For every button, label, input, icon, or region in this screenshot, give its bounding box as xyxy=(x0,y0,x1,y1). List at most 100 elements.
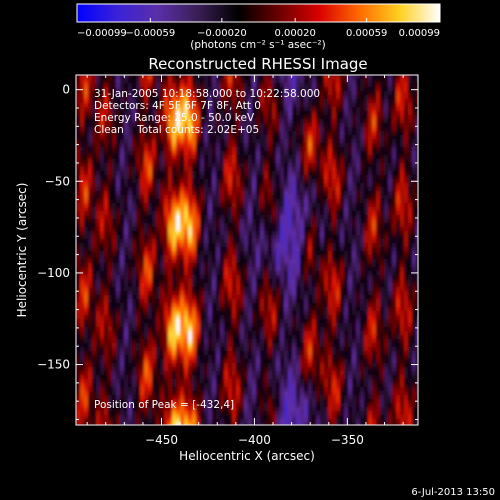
heatmap-cell xyxy=(160,127,165,132)
heatmap-cell xyxy=(116,131,121,136)
heatmap-cell xyxy=(292,399,297,404)
heatmap-cell xyxy=(84,411,89,416)
heatmap-cell xyxy=(216,375,221,380)
heatmap-cell xyxy=(116,371,121,376)
heatmap-cell xyxy=(224,335,229,340)
heatmap-cell xyxy=(112,147,117,152)
heatmap-cell xyxy=(92,255,97,260)
heatmap-cell xyxy=(268,391,273,396)
heatmap-cell xyxy=(296,275,301,280)
heatmap-cell xyxy=(272,331,277,336)
heatmap-cell xyxy=(212,103,217,108)
heatmap-cell xyxy=(248,379,253,384)
heatmap-cell xyxy=(236,91,241,96)
heatmap-cell xyxy=(92,155,97,160)
heatmap-cell xyxy=(132,359,137,364)
heatmap-cell xyxy=(104,383,109,388)
heatmap-cell xyxy=(152,423,157,425)
heatmap-cell xyxy=(232,331,237,336)
heatmap-cell xyxy=(80,391,85,396)
heatmap-cell xyxy=(256,375,261,380)
heatmap-cell xyxy=(252,403,257,408)
heatmap-cell xyxy=(176,127,181,132)
heatmap-cell xyxy=(244,335,249,340)
heatmap-cell xyxy=(192,271,197,276)
heatmap-cell xyxy=(84,155,89,160)
heatmap-cell xyxy=(260,419,265,424)
heatmap-cell xyxy=(184,163,189,168)
heatmap-cell xyxy=(252,211,257,216)
heatmap-cell xyxy=(92,159,97,164)
heatmap-cell xyxy=(212,291,217,296)
heatmap-cell xyxy=(276,215,281,220)
heatmap-cell xyxy=(240,291,245,296)
heatmap-cell xyxy=(284,171,289,176)
heatmap-cell xyxy=(220,91,225,96)
heatmap-cell xyxy=(256,99,261,104)
heatmap-cell xyxy=(120,183,125,188)
heatmap-cell xyxy=(260,159,265,164)
heatmap-cell xyxy=(144,339,149,344)
heatmap-cell xyxy=(296,323,301,328)
heatmap-cell xyxy=(240,251,245,256)
heatmap-cell xyxy=(144,419,149,424)
heatmap-cell xyxy=(192,131,197,136)
heatmap-cell xyxy=(140,247,145,252)
heatmap-cell xyxy=(268,331,273,336)
heatmap-cell xyxy=(208,259,213,264)
heatmap-cell xyxy=(280,91,285,96)
heatmap-cell xyxy=(284,79,289,84)
heatmap-cell xyxy=(212,227,217,232)
heatmap-cell xyxy=(152,75,157,80)
heatmap-cell xyxy=(212,343,217,348)
heatmap-cell xyxy=(104,219,109,224)
heatmap-cell xyxy=(176,119,181,124)
heatmap-cell xyxy=(80,83,85,88)
heatmap-cell xyxy=(84,251,89,256)
heatmap-cell xyxy=(180,227,185,232)
heatmap-cell xyxy=(152,303,157,308)
heatmap-cell xyxy=(188,303,193,308)
heatmap-cell xyxy=(188,327,193,332)
heatmap-cell xyxy=(208,287,213,292)
heatmap-cell xyxy=(88,211,93,216)
heatmap-cell xyxy=(112,275,117,280)
heatmap-cell xyxy=(244,343,249,348)
heatmap-cell xyxy=(296,227,301,232)
heatmap-cell xyxy=(272,275,277,280)
heatmap-cell xyxy=(116,359,121,364)
heatmap-cell xyxy=(76,259,81,264)
heatmap-cell xyxy=(216,163,221,168)
heatmap-cell xyxy=(208,111,213,116)
heatmap-cell xyxy=(192,363,197,368)
heatmap-cell xyxy=(96,267,101,272)
heatmap-cell xyxy=(84,95,89,100)
heatmap-cell xyxy=(272,143,277,148)
heatmap-cell xyxy=(124,335,129,340)
heatmap-cell xyxy=(168,231,173,236)
heatmap-cell xyxy=(256,423,261,425)
heatmap-cell xyxy=(256,371,261,376)
heatmap-cell xyxy=(260,179,265,184)
heatmap-cell xyxy=(112,163,117,168)
heatmap-cell xyxy=(272,239,277,244)
heatmap-cell xyxy=(252,311,257,316)
heatmap-cell xyxy=(124,131,129,136)
heatmap-cell xyxy=(104,319,109,324)
heatmap-cell xyxy=(180,255,185,260)
heatmap-cell xyxy=(296,395,301,400)
heatmap-cell xyxy=(92,127,97,132)
heatmap-cell xyxy=(224,351,229,356)
heatmap-cell xyxy=(140,355,145,360)
heatmap-cell xyxy=(84,371,89,376)
heatmap-cell xyxy=(176,115,181,120)
heatmap-cell xyxy=(148,99,153,104)
heatmap-cell xyxy=(160,199,165,204)
heatmap-cell xyxy=(128,311,133,316)
heatmap-cell xyxy=(188,263,193,268)
heatmap-cell xyxy=(124,247,129,252)
heatmap-cell xyxy=(288,207,293,212)
heatmap-cell xyxy=(96,75,101,80)
heatmap-cell xyxy=(284,423,289,425)
heatmap-cell xyxy=(144,255,149,260)
